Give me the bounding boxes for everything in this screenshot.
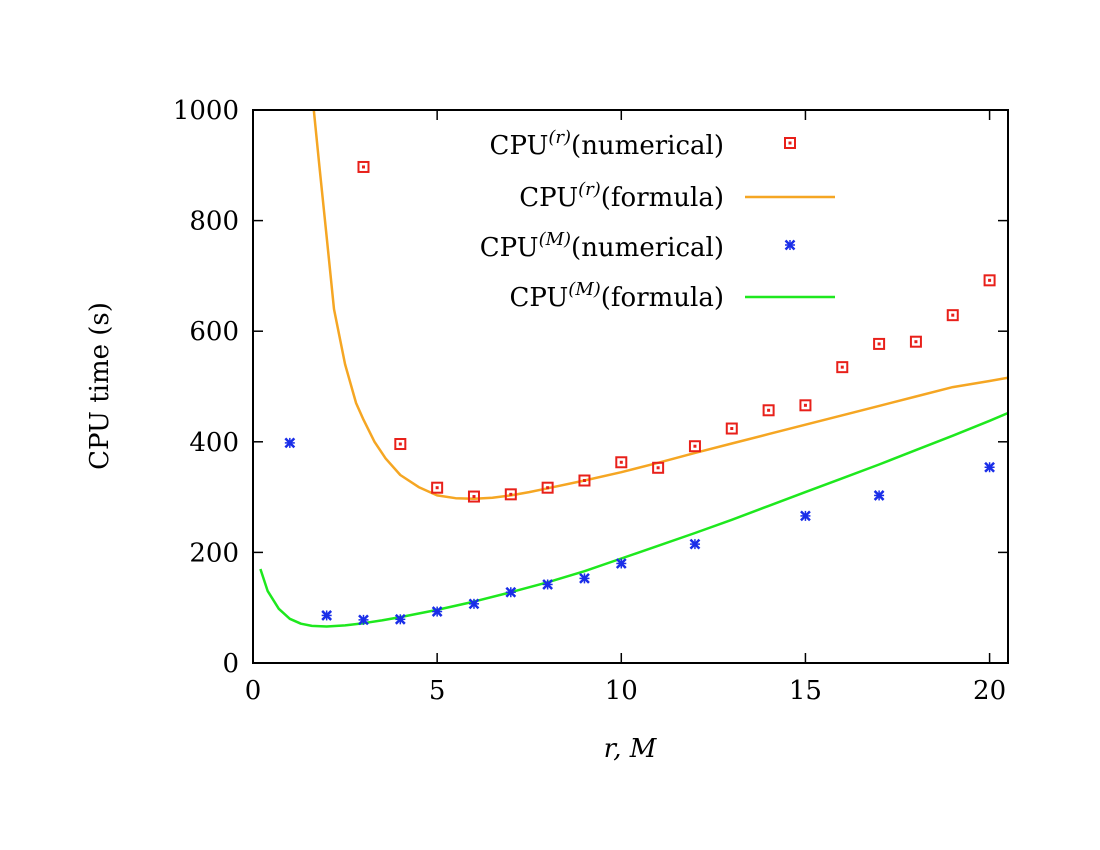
data-point xyxy=(357,160,370,173)
y-tick-label: 800 xyxy=(189,207,239,237)
data-point xyxy=(431,606,443,617)
legend-label: CPU(r)(numerical) xyxy=(490,127,724,161)
y-tick-label: 400 xyxy=(189,428,239,458)
data-point xyxy=(652,461,665,474)
y-tick-label: 200 xyxy=(189,538,239,568)
y-tick-label: 600 xyxy=(189,317,239,347)
data-point xyxy=(983,274,996,287)
legend-entry: CPU(r)(numerical) xyxy=(490,127,796,161)
data-point xyxy=(799,399,812,412)
data-point xyxy=(284,437,296,449)
data-point xyxy=(394,438,407,451)
data-point xyxy=(725,422,738,435)
data-point xyxy=(873,337,886,350)
data-point xyxy=(800,510,811,522)
data-point xyxy=(579,573,590,584)
legend-entry: CPU(M)(numerical) xyxy=(480,229,796,263)
data-point xyxy=(541,481,554,494)
y-axis-label: CPU time (s) xyxy=(85,302,115,470)
legend-label: CPU(M)(formula) xyxy=(509,279,724,313)
data-point xyxy=(431,481,444,494)
data-point xyxy=(394,613,406,625)
legend-swatch xyxy=(784,239,796,251)
data-point xyxy=(321,610,333,621)
plot-frame xyxy=(252,109,1009,664)
data-point xyxy=(504,488,517,501)
series-points xyxy=(284,160,996,626)
data-point xyxy=(615,456,628,469)
x-axis-label: r, M xyxy=(604,734,658,764)
x-tick-label: 0 xyxy=(245,676,262,706)
data-point xyxy=(467,490,480,503)
legend: CPU(r)(numerical) CPU(r)(formula) CPU(M)(n… xyxy=(480,127,835,313)
data-point xyxy=(505,586,517,598)
legend-entry: CPU(r)(formula) xyxy=(519,179,835,213)
data-point xyxy=(688,440,701,453)
data-point xyxy=(909,335,922,348)
data-point xyxy=(578,474,591,487)
data-point xyxy=(358,614,369,626)
x-tick-label: 5 xyxy=(429,676,446,706)
y-tick-label: 0 xyxy=(222,649,239,679)
data-point xyxy=(946,309,959,322)
legend-label: CPU(r)(formula) xyxy=(519,179,724,213)
data-point xyxy=(468,598,480,610)
data-point xyxy=(615,558,627,569)
series-line xyxy=(259,411,1008,628)
data-point xyxy=(836,361,849,374)
x-tick-label: 10 xyxy=(605,676,638,706)
legend-label: CPU(M)(numerical) xyxy=(480,229,724,263)
data-point xyxy=(542,579,554,590)
legend-swatch xyxy=(784,137,796,149)
x-tick-label: 20 xyxy=(973,676,1006,706)
data-point xyxy=(984,461,995,473)
data-point xyxy=(689,538,701,550)
data-point xyxy=(873,490,885,501)
legend-entry: CPU(M)(formula) xyxy=(509,279,835,313)
x-tick-label: 15 xyxy=(789,676,822,706)
data-point xyxy=(762,404,775,417)
y-tick-label: 1000 xyxy=(173,96,239,126)
